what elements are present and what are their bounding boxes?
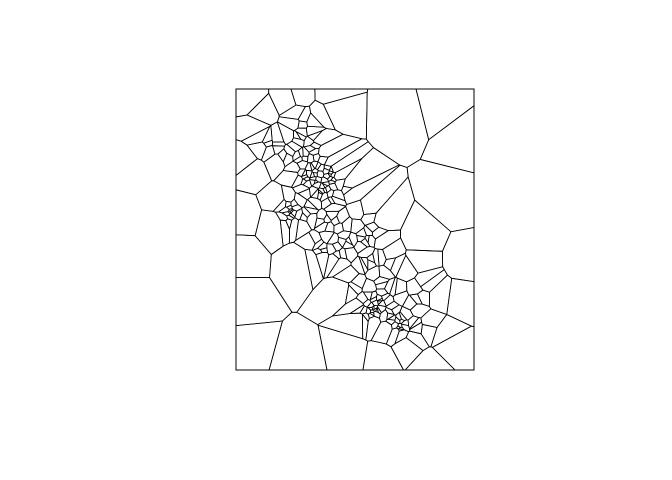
voronoi-cell <box>303 206 320 215</box>
voronoi-cell <box>296 160 309 170</box>
voronoi-cell <box>401 294 418 311</box>
voronoi-cell <box>365 88 430 168</box>
voronoi-cell <box>397 322 403 328</box>
voronoi-cell <box>322 187 328 194</box>
voronoi-cell <box>326 257 352 279</box>
voronoi-cell <box>327 170 334 175</box>
voronoi-cell <box>397 328 405 332</box>
voronoi-cell <box>367 312 375 319</box>
voronoi-cell <box>282 152 294 168</box>
voronoi-cell <box>336 230 352 240</box>
voronoi-cell <box>371 226 389 240</box>
voronoi-cell <box>315 252 330 280</box>
voronoi-cell <box>360 237 371 248</box>
voronoi-cell <box>327 172 332 177</box>
voronoi-cell <box>317 191 323 201</box>
voronoi-cell <box>325 185 332 194</box>
voronoi-cell <box>332 250 342 260</box>
plot-frame <box>235 88 475 371</box>
voronoi-cell <box>317 241 328 250</box>
voronoi-cell <box>406 159 475 233</box>
voronoi-cell <box>303 135 315 148</box>
voronoi-cell <box>275 211 288 222</box>
voronoi-cell <box>293 192 308 209</box>
voronoi-cell <box>364 221 380 233</box>
voronoi-cell <box>350 273 367 289</box>
voronoi-cell <box>387 314 397 321</box>
voronoi-cell <box>373 310 381 319</box>
voronoi-cell <box>313 179 319 184</box>
voronoi-cell <box>376 293 383 302</box>
voronoi-cell <box>290 209 298 218</box>
voronoi-cell <box>291 137 305 148</box>
voronoi-cell <box>332 297 364 317</box>
voronoi-cell <box>395 312 402 321</box>
voronoi-cell <box>305 125 327 137</box>
voronoi-cell <box>342 240 355 250</box>
voronoi-cell <box>308 147 320 156</box>
voronoi-edges <box>235 88 475 371</box>
voronoi-cell <box>317 187 326 194</box>
voronoi-cell <box>316 170 325 179</box>
voronoi-cell <box>323 203 347 212</box>
voronoi-cell <box>312 172 318 178</box>
voronoi-cell <box>365 306 372 315</box>
voronoi-cell <box>409 321 423 335</box>
voronoi-cell <box>330 176 337 183</box>
voronoi-cell <box>343 164 401 205</box>
voronoi-cell <box>400 199 452 252</box>
voronoi-cell <box>381 292 391 302</box>
voronoi-cell <box>330 215 340 227</box>
voronoi-cell <box>373 276 391 286</box>
voronoi-cell <box>290 198 299 208</box>
voronoi-cell <box>288 208 294 212</box>
